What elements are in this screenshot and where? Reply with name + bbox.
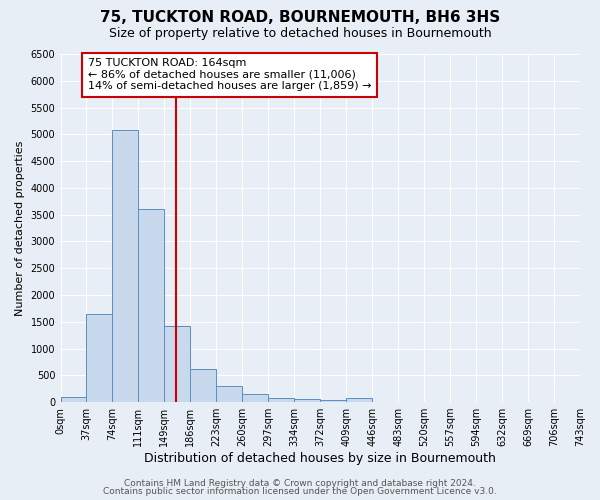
Bar bbox=[139, 210, 164, 402]
Bar bbox=[320, 400, 346, 402]
Bar bbox=[86, 314, 112, 402]
Bar bbox=[268, 398, 294, 402]
Bar bbox=[294, 400, 320, 402]
Text: Size of property relative to detached houses in Bournemouth: Size of property relative to detached ho… bbox=[109, 28, 491, 40]
Text: 75 TUCKTON ROAD: 164sqm
← 86% of detached houses are smaller (11,006)
14% of sem: 75 TUCKTON ROAD: 164sqm ← 86% of detache… bbox=[88, 58, 371, 92]
Bar bbox=[112, 130, 139, 402]
Y-axis label: Number of detached properties: Number of detached properties bbox=[15, 140, 25, 316]
Bar bbox=[164, 326, 190, 402]
Bar bbox=[217, 386, 242, 402]
Text: Contains HM Land Registry data © Crown copyright and database right 2024.: Contains HM Land Registry data © Crown c… bbox=[124, 478, 476, 488]
X-axis label: Distribution of detached houses by size in Bournemouth: Distribution of detached houses by size … bbox=[145, 452, 496, 465]
Text: 75, TUCKTON ROAD, BOURNEMOUTH, BH6 3HS: 75, TUCKTON ROAD, BOURNEMOUTH, BH6 3HS bbox=[100, 10, 500, 25]
Bar bbox=[190, 369, 217, 402]
Bar bbox=[61, 396, 86, 402]
Bar bbox=[346, 398, 372, 402]
Text: Contains public sector information licensed under the Open Government Licence v3: Contains public sector information licen… bbox=[103, 487, 497, 496]
Bar bbox=[242, 394, 268, 402]
